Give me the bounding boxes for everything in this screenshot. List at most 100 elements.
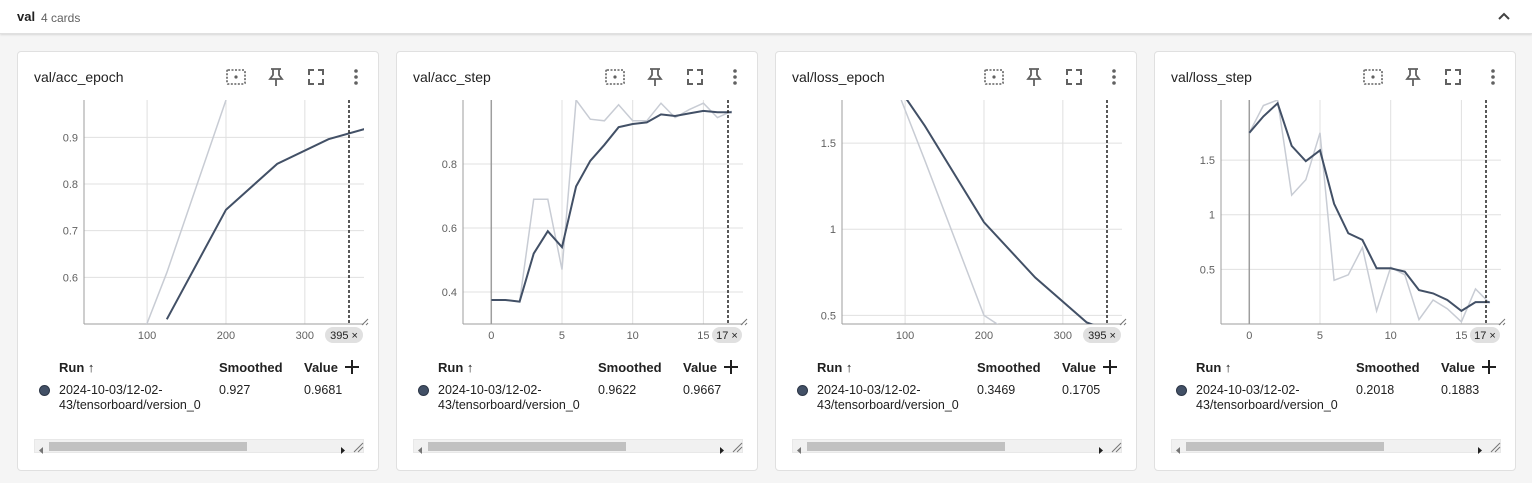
horizontal-scrollbar[interactable] [792,439,1123,454]
run-name: 2024-10-03/12-02-43/tensorboard/version_… [817,383,959,412]
section-name: val [17,9,36,24]
value-column-header[interactable]: Value [304,360,338,375]
scroll-right-icon[interactable] [337,442,347,454]
scrollbar-thumb[interactable] [428,442,626,451]
scrollbar-thumb[interactable] [1186,442,1384,451]
y-tick-label: 0.5 [1200,264,1215,276]
y-tick-label: 0.6 [63,272,78,284]
smoothed-column-header[interactable]: Smoothed [1356,360,1420,375]
scroll-right-icon[interactable] [1474,442,1484,454]
step-badge [1083,327,1121,343]
scroll-right-icon[interactable] [716,442,726,454]
card-count: 4 cards [41,11,81,25]
raw-series-line [900,100,999,324]
y-tick-label: 1 [1209,210,1215,222]
resize-grip-icon[interactable] [351,440,365,454]
add-column-icon[interactable] [1480,358,1498,376]
x-tick-label: 100 [138,330,156,342]
fullscreen-icon[interactable] [304,65,328,89]
value-column-header[interactable]: Value [1062,360,1096,375]
smoothed-series-line [905,100,1094,324]
scrollbar-thumb[interactable] [807,442,1005,451]
step-badge-label: 395 × [330,330,358,342]
fit-domain-icon[interactable] [603,65,627,89]
scroll-left-icon[interactable] [416,442,426,454]
line-chart[interactable]: 0.9 0.8 0.7 0.6 100 200 300 395 × [18,96,380,358]
y-tick-label: 1.5 [1200,155,1215,167]
x-tick-label: 200 [975,330,993,342]
smoothed-column-header[interactable]: Smoothed [977,360,1041,375]
raw-value: 0.9681 [304,383,343,397]
more-vert-icon[interactable] [1481,65,1505,89]
pin-icon[interactable] [1401,65,1425,89]
add-column-icon[interactable] [722,358,740,376]
add-column-icon[interactable] [343,358,361,376]
run-name: 2024-10-03/12-02-43/tensorboard/version_… [1196,383,1338,412]
run-column-header[interactable]: Run ↑ [1196,360,1232,375]
pin-icon[interactable] [264,65,288,89]
smoothed-value: 0.2018 [1356,383,1395,397]
value-column-header[interactable]: Value [1441,360,1475,375]
fullscreen-icon[interactable] [683,65,707,89]
scrollbar-thumb[interactable] [49,442,247,451]
run-column-header[interactable]: Run ↑ [817,360,853,375]
horizontal-scrollbar[interactable] [413,439,744,454]
run-column-header[interactable]: Run ↑ [438,360,474,375]
fit-domain-icon[interactable] [1361,65,1385,89]
resize-grip-icon [361,318,369,326]
x-tick-label: 0 [1246,330,1252,342]
run-color-dot [418,385,429,396]
x-tick-label: 15 [697,330,709,342]
line-chart[interactable]: 1.5 1 0.5 100 200 300 395 × [776,96,1138,358]
horizontal-scrollbar[interactable] [1171,439,1502,454]
scroll-left-icon[interactable] [37,442,47,454]
resize-grip-icon [1119,318,1127,326]
run-column-header[interactable]: Run ↑ [59,360,95,375]
step-badge [1470,327,1500,343]
x-tick-label: 10 [627,330,639,342]
raw-value: 0.1705 [1062,383,1101,397]
raw-value: 0.1883 [1441,383,1480,397]
resize-grip-icon[interactable] [1488,440,1502,454]
raw-series-line [146,100,227,324]
card-title: val/acc_step [413,69,491,85]
chart-card: val/loss_step 1.5 1 0.5 0 5 10 15 17 × Run ↑ Smoot… [1154,51,1516,471]
more-vert-icon[interactable] [1102,65,1126,89]
smoothed-series-line [165,128,364,320]
pin-icon[interactable] [643,65,667,89]
x-tick-label: 10 [1385,330,1397,342]
fit-domain-icon[interactable] [982,65,1006,89]
line-chart[interactable]: 0.8 0.6 0.4 0 5 10 15 17 × [397,96,759,358]
raw-series-line [491,100,733,303]
step-badge [712,327,742,343]
x-tick-label: 5 [1317,330,1323,342]
card-title: val/loss_step [1171,69,1252,85]
smoothed-value: 0.3469 [977,383,1016,397]
fit-domain-icon[interactable] [224,65,248,89]
chevron-up-icon[interactable] [1492,5,1516,29]
fullscreen-icon[interactable] [1441,65,1465,89]
add-column-icon[interactable] [1101,358,1119,376]
fullscreen-icon[interactable] [1062,65,1086,89]
smoothed-column-header[interactable]: Smoothed [598,360,662,375]
resize-grip-icon[interactable] [730,440,744,454]
scroll-left-icon[interactable] [1174,442,1184,454]
more-vert-icon[interactable] [344,65,368,89]
chart-card: val/acc_epoch 0.9 0.8 0.7 0.6 100 200 300 395 × R… [17,51,379,471]
value-column-header[interactable]: Value [683,360,717,375]
more-vert-icon[interactable] [723,65,747,89]
horizontal-scrollbar[interactable] [34,439,365,454]
pin-icon[interactable] [1022,65,1046,89]
scroll-right-icon[interactable] [1095,442,1105,454]
resize-grip-icon [1498,318,1506,326]
step-badge-label: 17 × [716,330,738,342]
line-chart[interactable]: 1.5 1 0.5 0 5 10 15 17 × [1155,96,1517,358]
resize-grip-icon[interactable] [1109,440,1123,454]
y-tick-label: 1 [830,224,836,236]
scroll-left-icon[interactable] [795,442,805,454]
run-color-dot [1176,385,1187,396]
section-header: val 4 cards [0,0,1532,34]
x-tick-label: 300 [296,330,314,342]
smoothed-column-header[interactable]: Smoothed [219,360,283,375]
y-tick-label: 0.7 [63,226,78,238]
